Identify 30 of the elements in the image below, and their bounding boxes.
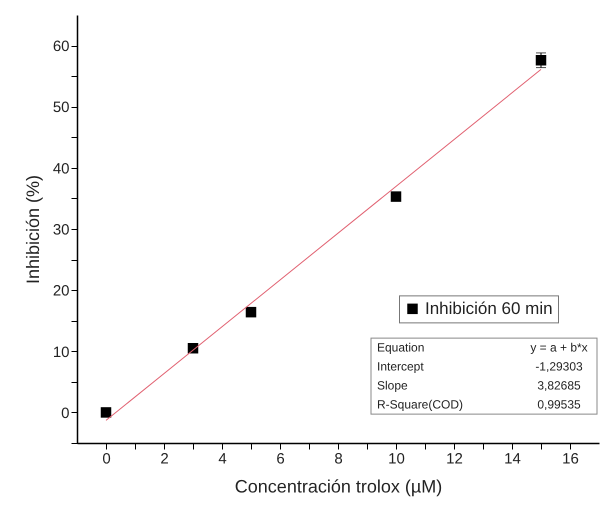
x-tick-label: 2 xyxy=(160,450,169,468)
x-tick-label: 0 xyxy=(102,450,111,468)
x-tick-label: 16 xyxy=(562,450,579,468)
x-tick-label: 8 xyxy=(334,450,343,468)
annotation: 0,99535 xyxy=(537,398,582,412)
x-tick-label: 4 xyxy=(218,450,227,468)
y-tick-label: 20 xyxy=(52,282,70,300)
annotation: -1,29303 xyxy=(535,360,584,374)
legend-label: Inhibición 60 min xyxy=(425,298,553,318)
annotation: Slope xyxy=(377,378,408,393)
annotation: y = a + b*x xyxy=(530,340,588,355)
point xyxy=(390,191,402,202)
annotation: Intercept xyxy=(377,360,424,374)
point xyxy=(100,407,112,418)
y-tick-label: 0 xyxy=(61,404,70,422)
x-tick-label: 14 xyxy=(504,450,521,468)
x-tick-label: 6 xyxy=(276,450,285,468)
annotation: Equation xyxy=(377,340,424,355)
x-axis-title: Concentración trolox (µM) xyxy=(234,476,442,496)
x-tick-label: 12 xyxy=(446,450,463,468)
y-tick-label: 40 xyxy=(52,160,70,178)
y-tick-label: 60 xyxy=(52,38,70,56)
y-tick-label: 30 xyxy=(52,222,70,238)
annotation: R-Square(COD) xyxy=(377,398,464,412)
y-axis-title: Inhibición (%) xyxy=(22,174,43,284)
annotation: 3,82685 xyxy=(537,378,582,393)
point xyxy=(246,306,256,318)
y-tick-label: 10 xyxy=(52,344,70,361)
y-tick-label: 50 xyxy=(52,99,70,116)
x-tick-label: 10 xyxy=(388,450,405,468)
